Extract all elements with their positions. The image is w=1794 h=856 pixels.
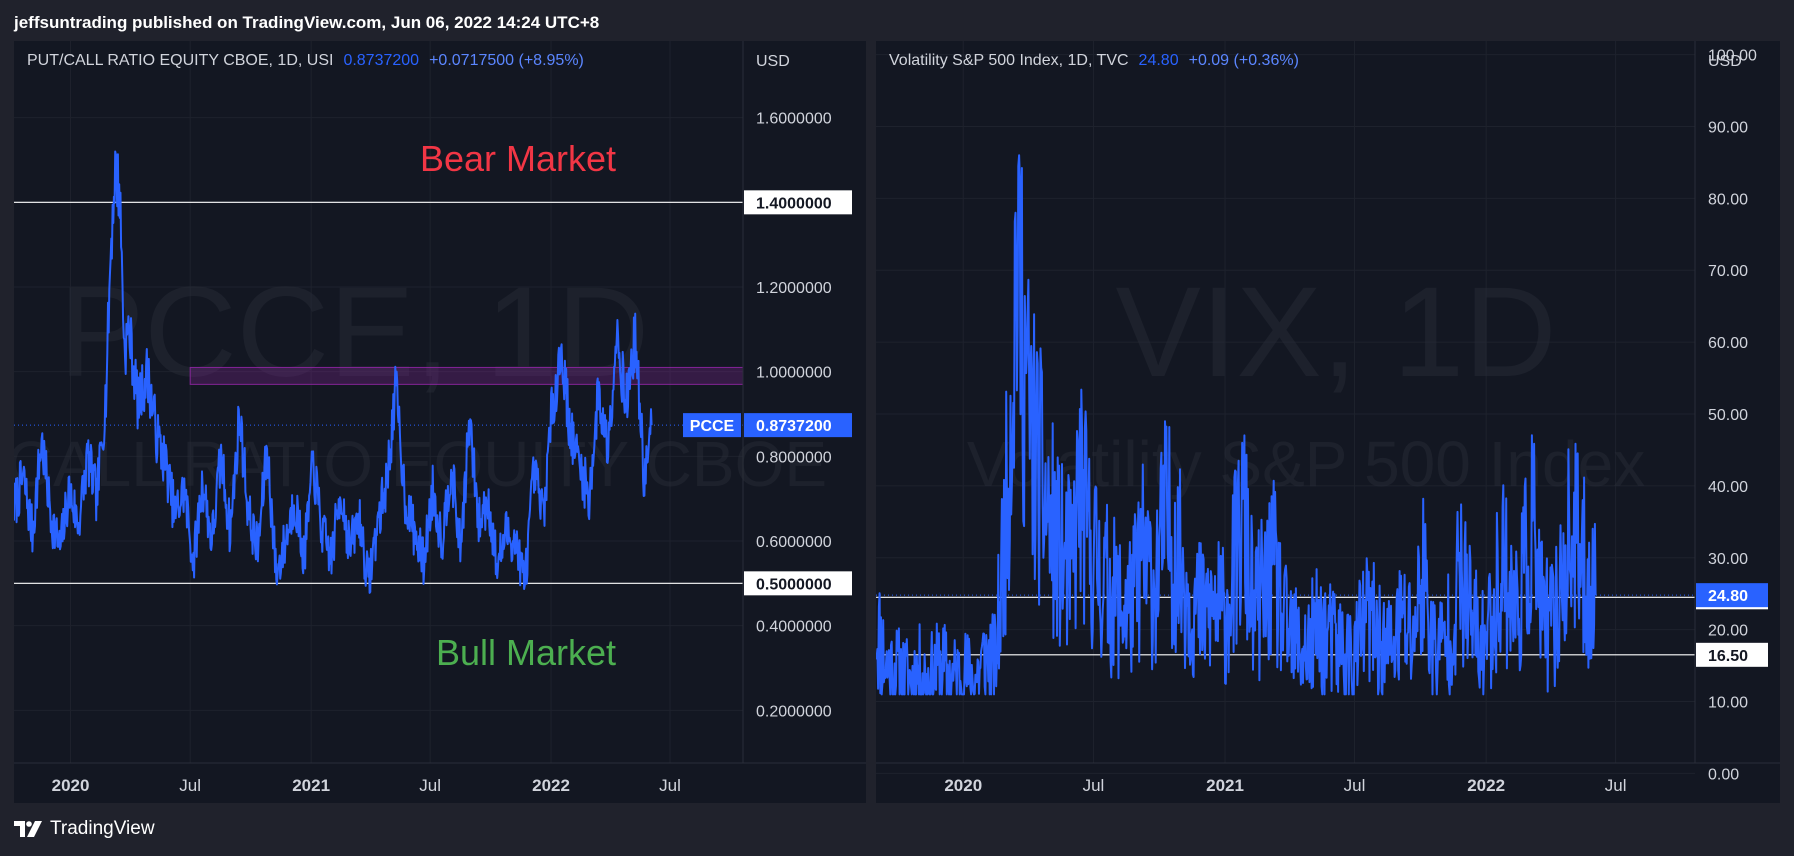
- vix-legend-price: 24.80: [1138, 52, 1179, 69]
- right-y-tick-label: 40.00: [1708, 479, 1748, 496]
- tradingview-footer[interactable]: TradingView: [14, 816, 155, 842]
- pcce-time-axis[interactable]: 2020 Jul 2021 Jul 2022 Jul: [52, 776, 681, 795]
- pcce-currency-label: USD: [756, 53, 790, 70]
- pcce-horizontal-lines: [14, 201, 743, 584]
- publish-header-text: jeffsuntrading published on TradingView.…: [14, 13, 600, 32]
- left-price-badge-bg: [744, 413, 852, 438]
- left-x-tick-label: Jul: [419, 776, 441, 795]
- right-price-badge: 24.80: [1696, 583, 1768, 608]
- pcce-chart-svg[interactable]: PCCE, 1D PUT/CALL RATIO EQUITY CBOE Bear…: [14, 41, 866, 803]
- left-symbol-badge-bg: [683, 413, 741, 438]
- pcce-level-badges: 1.4000000 0.5000000 0.8737200 PCCE: [683, 190, 852, 596]
- right-level-badge-bg: [1696, 642, 1768, 667]
- right-price-badge-bg: [1696, 583, 1768, 608]
- left-y-tick-label: 1.2000000: [756, 280, 832, 297]
- bear-market-label: Bear Market: [420, 138, 616, 179]
- pcce-series: [14, 150, 653, 594]
- right-y-tick-label: 60.00: [1708, 335, 1748, 352]
- right-y-tick-label: 0.00: [1708, 766, 1739, 783]
- pcce-legend-price: 0.8737200: [343, 52, 420, 69]
- right-series-line: [876, 154, 1597, 696]
- right-x-tick-label: 2020: [944, 776, 982, 795]
- left-y-tick-label: 1.6000000: [756, 111, 832, 128]
- left-y-tick-label: 1.8000000: [756, 41, 832, 43]
- left-symbol-badge-text: PCCE: [690, 418, 735, 435]
- left-symbol-badge: PCCE: [683, 413, 741, 438]
- vix-legend[interactable]: Volatility S&P 500 Index, 1D, TVC 24.80 …: [889, 50, 1299, 72]
- resistance-zone-rect: [189, 366, 744, 385]
- left-price-badge-text: 0.8737200: [756, 418, 832, 435]
- vix-price-axis[interactable]: 0.00 10.00 20.00 30.00 40.00 50.00 60.00 70.00 8…: [1708, 48, 1757, 784]
- pcce-watermark-ticker: PCCE, 1D: [59, 261, 649, 404]
- vix-chart-svg[interactable]: VIX, 1D Volatility S&P 500 Index USD 0.0…: [876, 41, 1780, 803]
- right-y-tick-label: 50.00: [1708, 407, 1748, 424]
- right-x-tick-label: 2021: [1206, 776, 1244, 795]
- vix-series: [876, 154, 1597, 696]
- right-level-badge: 16.50: [1696, 642, 1768, 667]
- right-y-tick-label: 70.00: [1708, 263, 1748, 280]
- right-x-tick-label: Jul: [1605, 776, 1627, 795]
- right-y-tick-label: 30.00: [1708, 551, 1748, 568]
- left-level-badge-text: 0.5000000: [756, 576, 832, 593]
- publish-header: jeffsuntrading published on TradingView.…: [14, 10, 599, 36]
- left-y-tick-label: 0.4000000: [756, 619, 832, 636]
- left-level-badge: 0.5000000: [744, 571, 852, 596]
- left-y-tick-label: 0.2000000: [756, 703, 832, 720]
- tradingview-logo-icon: [14, 821, 42, 837]
- left-level-badge-bg: [744, 571, 852, 596]
- right-y-tick-label: 90.00: [1708, 119, 1748, 136]
- left-level-badge-bg: [744, 190, 852, 215]
- vix-chart-panel[interactable]: VIX, 1D Volatility S&P 500 Index USD 0.0…: [876, 41, 1780, 803]
- vix-legend-change: +0.09 (+0.36%): [1188, 52, 1299, 69]
- right-x-tick-label: Jul: [1344, 776, 1366, 795]
- right-y-tick-label: 10.00: [1708, 695, 1748, 712]
- vix-watermark-ticker: VIX, 1D: [1115, 261, 1556, 404]
- right-y-tick-label: 100.00: [1708, 48, 1757, 65]
- left-y-tick-label: 1.0000000: [756, 365, 832, 382]
- pcce-legend-change: +0.0717500 (+8.95%): [429, 52, 584, 69]
- vix-time-axis[interactable]: 2020 Jul 2021 Jul 2022 Jul: [944, 776, 1626, 795]
- pcce-legend[interactable]: PUT/CALL RATIO EQUITY CBOE, 1D, USI 0.87…: [27, 50, 584, 72]
- left-x-tick-label: 2020: [52, 776, 90, 795]
- right-level-badge-text: 16.50: [1708, 648, 1748, 665]
- right-y-tick-label: 20.00: [1708, 623, 1748, 640]
- left-level-badge: 1.4000000: [744, 190, 852, 215]
- left-x-tick-label: Jul: [659, 776, 681, 795]
- pcce-price-axis[interactable]: 0.2000000 0.4000000 0.6000000 0.8000000 1.00…: [756, 41, 832, 720]
- pcce-resistance-zone: [189, 366, 744, 385]
- left-level-badge-text: 1.4000000: [756, 195, 832, 212]
- left-x-tick-label: Jul: [179, 776, 201, 795]
- right-x-tick-label: 2022: [1467, 776, 1505, 795]
- left-price-badge: 0.8737200: [744, 413, 852, 438]
- tradingview-brand-text: TradingView: [50, 818, 155, 839]
- vix-currency-label: USD: [1708, 53, 1742, 70]
- right-x-tick-label: Jul: [1083, 776, 1105, 795]
- right-price-badge-text: 24.80: [1708, 588, 1748, 605]
- bull-market-label: Bull Market: [436, 632, 616, 673]
- left-x-tick-label: 2022: [532, 776, 570, 795]
- right-y-tick-label: 80.00: [1708, 191, 1748, 208]
- left-y-tick-label: 0.8000000: [756, 449, 832, 466]
- vix-legend-symbol: Volatility S&P 500 Index, 1D, TVC: [889, 52, 1129, 69]
- left-x-tick-label: 2021: [292, 776, 330, 795]
- left-y-tick-label: 0.6000000: [756, 534, 832, 551]
- pcce-chart-panel[interactable]: PCCE, 1D PUT/CALL RATIO EQUITY CBOE Bear…: [14, 41, 866, 803]
- pcce-watermark-name: PUT/CALL RATIO EQUITY CBOE: [14, 428, 827, 500]
- pcce-legend-symbol: PUT/CALL RATIO EQUITY CBOE, 1D, USI: [27, 52, 334, 69]
- left-series-line: [14, 150, 653, 594]
